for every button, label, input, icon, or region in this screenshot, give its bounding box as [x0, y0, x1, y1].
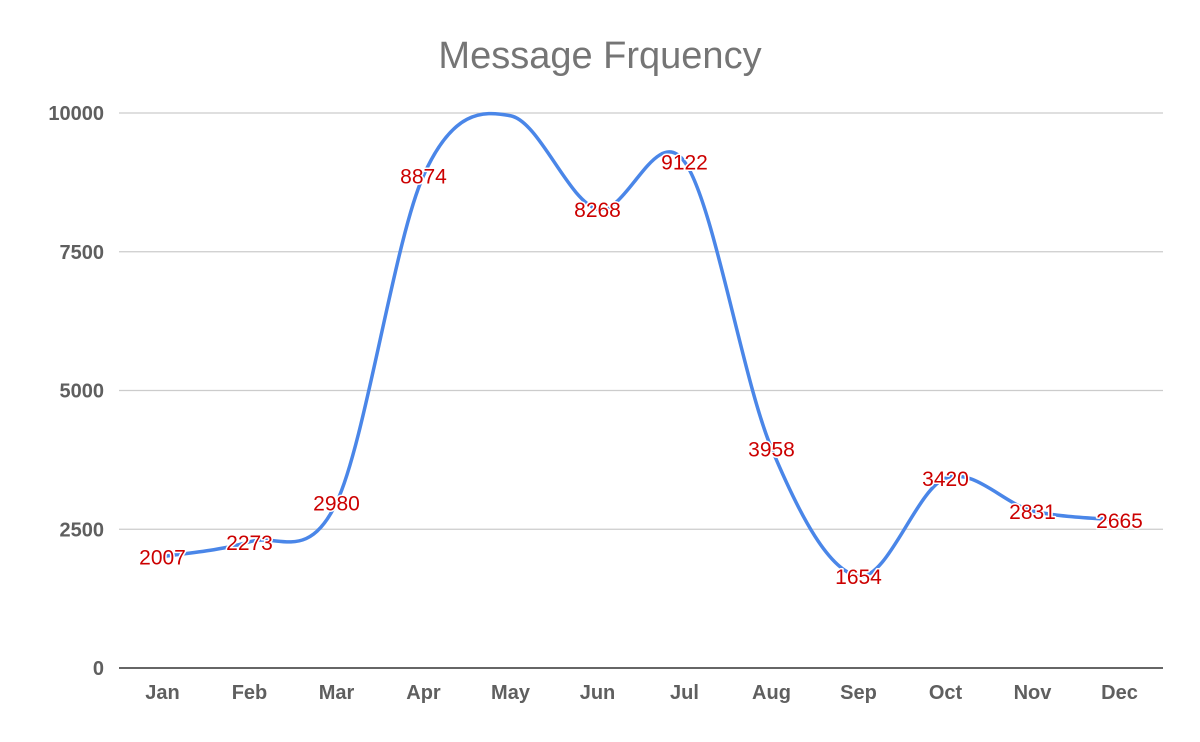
data-label: 2273 — [226, 532, 273, 555]
y-tick-label: 0 — [93, 658, 104, 680]
chart-title: Message Frquency — [438, 35, 761, 77]
y-tick-label: 2500 — [60, 519, 105, 541]
data-label: 2665 — [1096, 510, 1143, 533]
series-line — [160, 111, 1122, 578]
data-label: 8268 — [574, 199, 621, 222]
x-tick-label: Sep — [840, 682, 877, 704]
y-tick-label: 10000 — [48, 103, 104, 125]
data-label: 3420 — [922, 468, 969, 491]
data-label: 2831 — [1009, 501, 1056, 524]
x-tick-label: Feb — [232, 682, 268, 704]
data-label: 2007 — [139, 547, 186, 570]
data-label: 3958 — [748, 438, 795, 461]
x-tick-label: Oct — [929, 682, 963, 704]
data-label: 2980 — [313, 493, 360, 516]
x-tick-label: May — [491, 682, 531, 704]
x-tick-label: Nov — [1014, 682, 1053, 704]
data-label: 9122 — [661, 152, 708, 175]
x-tick-label: Aug — [752, 682, 791, 704]
data-label: 8874 — [400, 165, 447, 188]
data-label: 1654 — [835, 566, 882, 589]
y-tick-label: 5000 — [60, 381, 105, 403]
x-tick-label: Jul — [670, 682, 699, 704]
x-tick-label: Apr — [406, 682, 441, 704]
y-tick-label: 7500 — [60, 242, 105, 264]
x-tick-label: Dec — [1101, 682, 1138, 704]
x-tick-label: Jun — [580, 682, 616, 704]
x-tick-label: Jan — [145, 682, 179, 704]
x-tick-label: Mar — [319, 682, 355, 704]
